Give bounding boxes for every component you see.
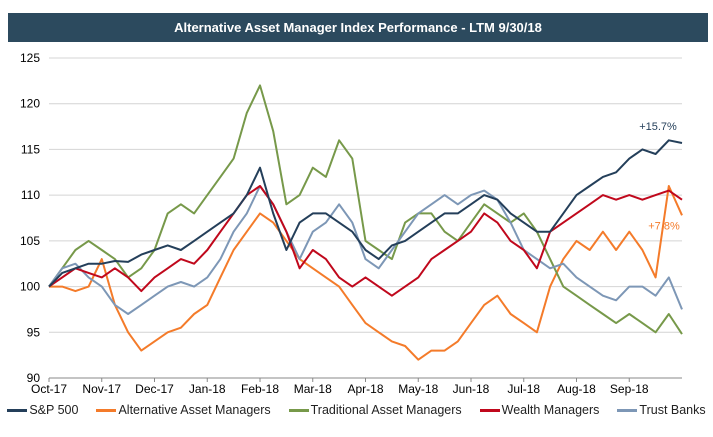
x-tick-label: Jul-18 [507, 382, 540, 396]
x-tick-label: Feb-18 [241, 382, 279, 396]
legend: S&P 500 Alternative Asset Managers Traditi… [0, 403, 713, 417]
x-axis: Oct-17 Nov-17 Dec-17 Jan-18 Feb-18 Mar-18 Apr-… [31, 377, 682, 396]
x-tick-label: Nov-17 [82, 382, 121, 396]
y-tick-label: 90 [27, 371, 41, 385]
y-tick-label: 110 [21, 188, 40, 202]
x-tick-label: Jan-18 [189, 382, 226, 396]
legend-swatch [617, 408, 638, 412]
series-line-traditional-asset-managers [48, 84, 683, 335]
legend-label: Traditional Asset Managers [310, 403, 462, 417]
x-tick-label: Dec-17 [135, 382, 174, 396]
series-line-alternative-asset-managers [49, 185, 683, 361]
y-tick-label: 115 [21, 142, 40, 156]
legend-swatch [479, 408, 500, 412]
legend-item: S&P 500 [7, 403, 78, 417]
x-tick-label: Apr-18 [347, 382, 383, 396]
gridlines [49, 57, 682, 333]
x-tick-label: Oct-17 [31, 382, 67, 396]
annotation-label: +7.8% [648, 220, 680, 232]
chart-title: Alternative Asset Manager Index Performa… [8, 13, 708, 42]
legend-swatch [7, 408, 28, 412]
legend-swatch [288, 408, 309, 412]
y-tick-label: 105 [20, 234, 40, 248]
legend-swatch [96, 408, 117, 412]
series-lines [48, 84, 683, 361]
annotation-label: +15.7% [639, 121, 677, 133]
y-tick-label: 95 [27, 325, 41, 339]
y-tick-label: 100 [20, 280, 40, 294]
series-line-trust-banks [48, 185, 683, 315]
y-tick-label: 125 [20, 51, 40, 65]
legend-label: Wealth Managers [501, 403, 600, 417]
series-line-s-p-500 [48, 139, 683, 288]
legend-label: S&P 500 [29, 403, 79, 417]
legend-item: Alternative Asset Managers [96, 403, 271, 417]
y-axis-ticks: 90 95 100 105 110 115 120 125 [20, 51, 40, 385]
y-tick-label: 120 [20, 97, 40, 111]
legend-item: Trust Banks [617, 403, 706, 417]
legend-label: Alternative Asset Managers [118, 403, 271, 417]
x-tick-label: Jun-18 [453, 382, 490, 396]
x-tick-label: Sep-18 [610, 382, 649, 396]
x-tick-label: Aug-18 [557, 382, 596, 396]
legend-label: Trust Banks [639, 403, 706, 417]
series-line-wealth-managers [48, 185, 683, 297]
legend-item: Traditional Asset Managers [288, 403, 462, 417]
line-chart: 90 95 100 105 110 115 120 125 Oct-17 Nov-17 Dec-1… [20, 51, 683, 396]
x-tick-label: Mar-18 [294, 382, 332, 396]
legend-item: Wealth Managers [479, 403, 600, 417]
x-tick-label: May-18 [398, 382, 438, 396]
annotations: +15.7% +7.8% [639, 121, 680, 232]
